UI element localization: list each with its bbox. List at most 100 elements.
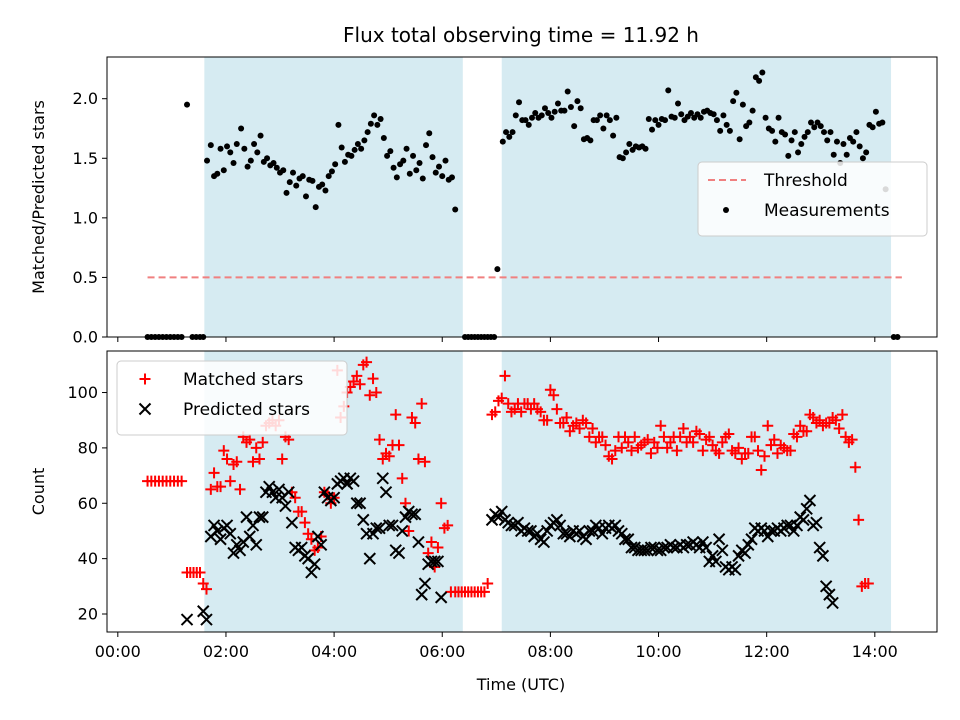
data-point: [803, 494, 817, 507]
data-point: [710, 111, 717, 118]
data-point: [338, 144, 345, 151]
data-point: [505, 519, 518, 532]
legend: Matched stars Predicted stars: [116, 360, 348, 436]
data-point: [550, 513, 564, 527]
data-point: [587, 423, 599, 435]
data-point: [393, 439, 405, 451]
data-point: [207, 142, 214, 149]
data-point: [495, 505, 508, 518]
data-point: [738, 546, 752, 560]
data-point: [506, 133, 513, 140]
data-point: [347, 474, 360, 488]
data-point: [554, 100, 561, 107]
data-point: [652, 117, 659, 124]
data-point: [251, 140, 258, 147]
y-tick-label: 80: [78, 438, 98, 457]
data-point: [807, 411, 819, 423]
data-point: [798, 140, 805, 147]
data-point: [564, 425, 576, 437]
data-point: [499, 138, 506, 145]
data-point: [619, 431, 631, 443]
data-point: [314, 538, 328, 552]
legend-box: [116, 360, 348, 436]
data-point: [791, 129, 798, 136]
data-point: [813, 541, 826, 554]
data-point: [713, 447, 725, 459]
data-point: [795, 149, 802, 156]
data-point: [426, 130, 433, 137]
data-point: [243, 530, 256, 543]
data-point: [746, 119, 753, 126]
data-point: [817, 123, 824, 130]
data-point: [736, 453, 748, 465]
data-point: [283, 434, 295, 446]
data-point: [496, 392, 508, 404]
data-point: [849, 461, 861, 473]
data-point: [299, 517, 311, 529]
data-point: [824, 137, 831, 144]
x-tick-label: 08:00: [527, 642, 573, 661]
data-point: [687, 436, 699, 448]
data-point: [651, 442, 663, 454]
data-point: [570, 417, 582, 429]
data-point: [390, 164, 397, 171]
data-point: [694, 428, 706, 440]
data-point: [489, 406, 501, 418]
data-point: [512, 112, 519, 119]
data-point: [618, 533, 632, 546]
plot-frame: [106, 350, 938, 633]
data-point: [819, 580, 833, 593]
data-point: [296, 506, 308, 518]
data-point: [531, 527, 544, 540]
data-point: [376, 472, 389, 485]
data-point: [413, 167, 420, 174]
data-point: [400, 157, 407, 164]
data-point: [286, 179, 293, 186]
data-point: [564, 88, 571, 95]
series-measurements: [144, 69, 901, 340]
data-point: [580, 417, 592, 429]
data-point: [836, 409, 848, 421]
data-point: [597, 112, 604, 119]
data-point: [548, 389, 560, 401]
data-point: [609, 519, 622, 532]
data-point: [574, 423, 586, 435]
data-point: [367, 373, 379, 385]
legend-marker: [138, 402, 152, 416]
data-point: [276, 453, 288, 465]
x-tick-label: 14:00: [852, 642, 898, 661]
data-point: [266, 485, 279, 499]
data-point: [318, 485, 331, 499]
data-point: [801, 425, 813, 437]
x-tick-label: 06:00: [419, 642, 465, 661]
data-point: [238, 125, 245, 132]
data-point: [622, 533, 635, 546]
data-point: [383, 450, 395, 462]
data-point: [350, 497, 364, 510]
data-point: [217, 145, 224, 152]
data-point: [775, 114, 782, 121]
data-point: [567, 104, 574, 111]
data-point: [749, 431, 761, 443]
data-point: [804, 129, 811, 136]
data-point: [541, 414, 553, 426]
data-point: [579, 533, 593, 546]
data-point: [230, 160, 237, 167]
data-point: [322, 187, 329, 194]
data-point: [390, 409, 402, 421]
data-point: [205, 483, 217, 495]
data-point: [759, 69, 766, 76]
data-point: [299, 173, 306, 180]
data-point: [363, 552, 376, 565]
y-tick-label: 20: [78, 605, 98, 624]
data-point: [606, 453, 618, 465]
data-point: [293, 182, 300, 189]
data-point: [645, 115, 652, 122]
data-point: [830, 151, 837, 158]
data-point: [797, 513, 810, 527]
data-point: [434, 591, 448, 604]
data-point: [221, 453, 233, 465]
data-point: [371, 112, 378, 119]
data-point: [816, 549, 830, 563]
data-point: [563, 530, 577, 543]
